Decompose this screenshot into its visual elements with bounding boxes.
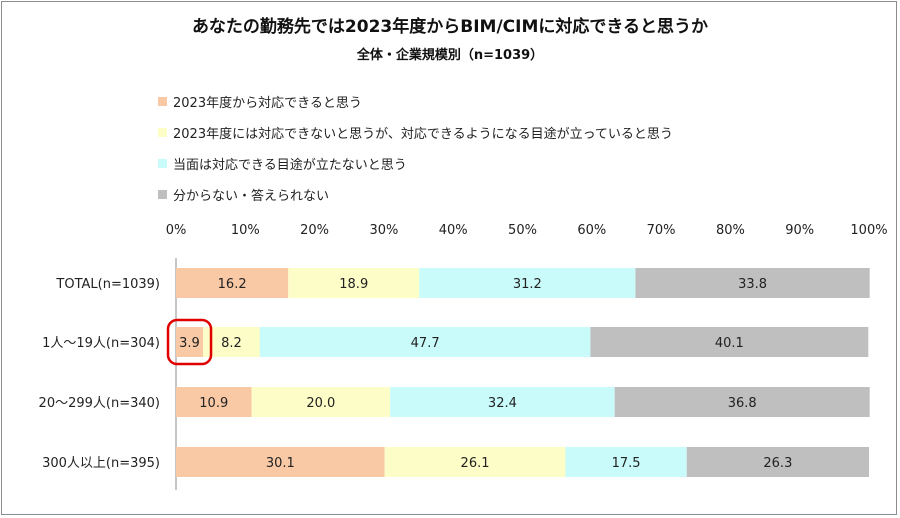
data-label: 30.1 (266, 456, 295, 471)
data-label: 16.2 (218, 277, 247, 292)
bar-segment (384, 447, 566, 477)
x-tick-label: 80% (716, 223, 745, 238)
x-tick-label: 100% (850, 223, 887, 238)
data-label: 36.8 (728, 396, 757, 411)
bar-segment (176, 387, 252, 417)
bar-segment (203, 327, 260, 357)
legend-item: 分からない・答えられない (158, 179, 673, 210)
bar-segment (635, 268, 870, 298)
legend-swatch (158, 128, 167, 137)
category-label: TOTAL(n=1039) (55, 277, 160, 292)
data-label: 3.9 (179, 336, 200, 351)
highlight-outline (166, 318, 213, 366)
bar-segment (590, 327, 869, 357)
category-label: 20～299人(n=340) (39, 396, 160, 411)
x-tick-label: 60% (577, 223, 606, 238)
bar-segment (259, 327, 591, 357)
x-tick-label: 0% (166, 223, 187, 238)
data-label: 18.9 (339, 277, 368, 292)
bar-segment (288, 268, 420, 298)
data-label: 20.0 (306, 396, 335, 411)
data-label: 32.4 (488, 396, 517, 411)
chart-title: あなたの勤務先では2023年度からBIM/CIMに対応できると思うか (191, 17, 709, 37)
category-label: 300人以上(n=395) (42, 456, 160, 471)
legend-item: 当面は対応できる目途が立たないと思う (158, 148, 673, 179)
data-label: 40.1 (715, 336, 744, 351)
legend-label: 2023年度から対応できると思う (173, 96, 362, 111)
data-label: 47.7 (411, 336, 440, 351)
x-tick-label: 20% (300, 223, 329, 238)
x-tick-label: 30% (369, 223, 398, 238)
x-tick-label: 70% (647, 223, 676, 238)
legend-swatch (158, 159, 167, 168)
legend-item: 2023年度から対応できると思う (158, 86, 673, 117)
x-tick-label: 90% (785, 223, 814, 238)
bar-segment (176, 268, 289, 298)
data-label: 10.9 (199, 396, 228, 411)
legend-swatch (158, 190, 167, 199)
bar-segment (390, 387, 615, 417)
bar-segment (614, 387, 870, 417)
bar-segment (251, 387, 391, 417)
data-label: 31.2 (513, 277, 542, 292)
category-label: 1人～19人(n=304) (42, 336, 160, 351)
data-label: 33.8 (738, 277, 767, 292)
legend-label: 分からない・答えられない (173, 189, 330, 204)
legend-label: 当面は対応できる目途が立たないと思う (173, 158, 407, 173)
bar-segment (176, 447, 385, 477)
legend-item: 2023年度には対応できないと思うが、対応できるようになる目途が立っていると思う (158, 117, 673, 148)
bar-segment (565, 447, 687, 477)
data-label: 17.5 (612, 456, 641, 471)
legend-label: 2023年度には対応できないと思うが、対応できるようになる目途が立っていると思う (173, 127, 673, 142)
legend-swatch (158, 97, 167, 106)
chart-subtitle: 全体・企業規模別（n=1039） (356, 48, 544, 63)
x-tick-label: 10% (231, 223, 260, 238)
x-tick-label: 50% (508, 223, 537, 238)
legend: 2023年度から対応できると思う 2023年度には対応できないと思うが、対応でき… (158, 86, 673, 210)
data-label: 8.2 (221, 336, 242, 351)
bar-segment (176, 327, 204, 357)
bar-segment (419, 268, 636, 298)
bar-segment (686, 447, 869, 477)
data-label: 26.1 (461, 456, 490, 471)
x-tick-label: 40% (439, 223, 468, 238)
data-label: 26.3 (763, 456, 792, 471)
